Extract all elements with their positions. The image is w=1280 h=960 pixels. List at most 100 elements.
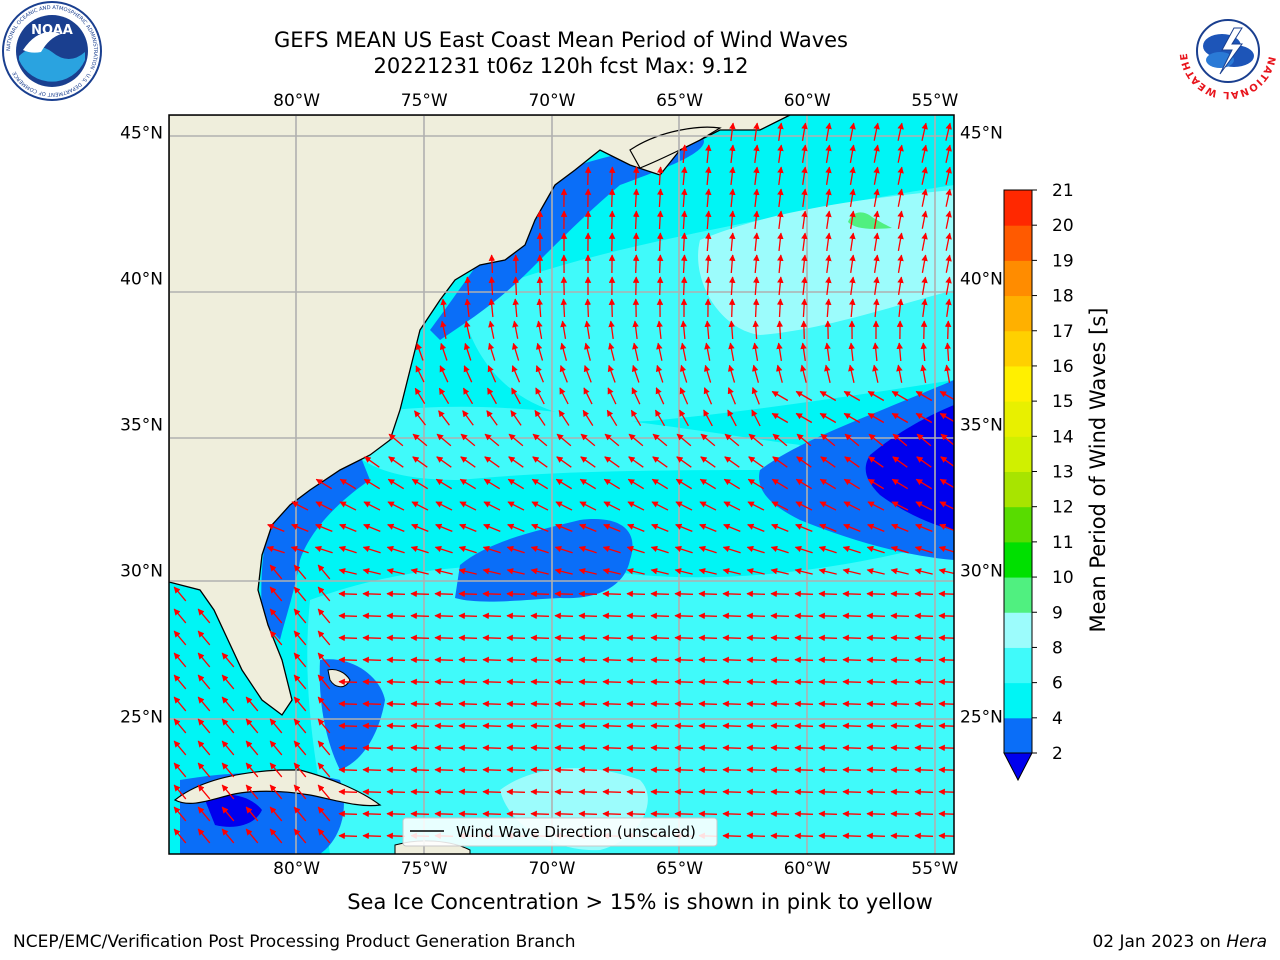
wind-wave-arrow bbox=[626, 810, 646, 818]
wind-wave-arrow bbox=[554, 590, 574, 598]
wind-wave-arrow bbox=[746, 766, 766, 774]
wind-wave-arrow bbox=[867, 412, 885, 424]
wind-wave-arrow bbox=[700, 433, 716, 447]
wind-wave-arrow bbox=[291, 523, 309, 533]
wind-wave-arrow bbox=[921, 210, 928, 229]
wind-wave-arrow bbox=[728, 276, 736, 296]
wind-wave-arrow bbox=[386, 810, 406, 818]
wind-wave-arrow bbox=[681, 166, 688, 186]
wind-wave-arrow bbox=[753, 232, 760, 252]
wind-wave-arrow bbox=[728, 342, 735, 362]
wind-wave-arrow bbox=[410, 700, 430, 708]
wind-wave-arrow bbox=[849, 254, 856, 273]
wind-wave-arrow bbox=[604, 456, 620, 468]
ocean-region-under-2s bbox=[205, 794, 262, 827]
wind-wave-arrow bbox=[746, 700, 766, 708]
colorbar-segment bbox=[1004, 612, 1032, 648]
wind-wave-arrow bbox=[604, 433, 620, 447]
wind-wave-arrow bbox=[722, 612, 742, 620]
wind-wave-arrow bbox=[530, 612, 550, 620]
colorbar-segment bbox=[1004, 295, 1032, 332]
wind-wave-arrow bbox=[293, 740, 307, 756]
wind-wave-arrow bbox=[772, 433, 788, 447]
wind-wave-arrow bbox=[560, 342, 568, 361]
wind-wave-arrow bbox=[602, 590, 622, 598]
wind-wave-arrow bbox=[582, 409, 594, 426]
wind-wave-arrow bbox=[293, 608, 307, 624]
wind-wave-arrow bbox=[434, 788, 454, 796]
wind-wave-arrow bbox=[776, 298, 784, 318]
wind-wave-arrow bbox=[269, 608, 283, 624]
wind-wave-arrow bbox=[531, 478, 549, 490]
wind-wave-arrow bbox=[506, 656, 526, 664]
wind-wave-arrow bbox=[752, 298, 760, 318]
wind-wave-arrow bbox=[386, 678, 406, 686]
wind-wave-arrow bbox=[945, 232, 952, 251]
wind-wave-arrow bbox=[632, 320, 639, 339]
noaa-logo: NATIONAL OCEANIC AND ATMOSPHERIC ADMINIS… bbox=[2, 1, 102, 101]
wind-wave-arrow bbox=[825, 188, 832, 208]
wind-wave-arrow bbox=[506, 700, 526, 708]
wind-wave-arrow bbox=[458, 678, 478, 686]
wind-wave-arrow bbox=[530, 788, 550, 796]
wind-wave-arrow bbox=[818, 568, 837, 575]
wind-wave-arrow bbox=[507, 478, 525, 490]
wind-wave-arrow bbox=[410, 590, 430, 598]
wind-wave-arrow bbox=[173, 674, 187, 690]
wind-wave-arrow bbox=[656, 166, 664, 186]
wind-wave-arrow bbox=[770, 788, 790, 796]
wind-wave-arrow bbox=[458, 810, 478, 818]
wind-wave-arrow bbox=[583, 387, 593, 405]
ocean-region-2-4s bbox=[430, 135, 704, 340]
colorbar-tick-label: 4 bbox=[1052, 709, 1063, 729]
ocean-region-2-4s bbox=[319, 659, 385, 770]
wind-wave-arrow bbox=[842, 700, 862, 708]
wind-wave-arrow bbox=[173, 652, 187, 668]
wind-wave-arrow bbox=[866, 722, 886, 730]
wind-wave-arrow bbox=[825, 210, 832, 229]
wind-wave-arrow bbox=[293, 674, 307, 690]
wind-wave-arrow bbox=[388, 433, 404, 447]
wind-wave-arrow bbox=[890, 545, 909, 554]
wind-wave-arrow bbox=[317, 696, 331, 712]
wind-wave-arrow bbox=[462, 410, 474, 426]
wind-wave-arrow bbox=[945, 298, 952, 317]
wind-wave-arrow bbox=[801, 232, 808, 251]
wind-wave-arrow bbox=[536, 342, 544, 361]
wind-wave-arrow bbox=[607, 387, 617, 405]
wind-wave-arrow bbox=[362, 612, 382, 620]
wind-wave-arrow bbox=[938, 700, 954, 708]
wind-wave-arrow bbox=[915, 478, 933, 490]
wind-wave-arrow bbox=[555, 478, 573, 490]
wind-wave-arrow bbox=[338, 788, 358, 796]
wind-wave-arrow bbox=[386, 545, 405, 554]
wind-wave-arrow bbox=[317, 784, 331, 800]
wind-wave-arrow bbox=[650, 788, 670, 796]
wind-wave-arrow bbox=[362, 545, 381, 554]
wind-wave-arrow bbox=[914, 568, 933, 575]
wind-wave-arrow bbox=[458, 590, 478, 598]
wind-wave-arrow bbox=[440, 320, 447, 339]
wind-wave-arrow bbox=[435, 478, 453, 490]
wind-wave-arrow bbox=[506, 722, 526, 730]
wind-wave-arrow bbox=[944, 320, 952, 340]
wind-wave-arrow bbox=[818, 545, 837, 554]
wind-wave-arrow bbox=[940, 433, 954, 446]
wind-wave-arrow bbox=[698, 545, 717, 554]
wind-wave-arrow bbox=[674, 568, 693, 575]
wind-wave-arrow bbox=[794, 700, 814, 708]
wind-wave-arrow bbox=[584, 166, 592, 186]
wind-wave-arrow bbox=[530, 766, 550, 774]
wind-wave-arrow bbox=[650, 744, 670, 752]
wind-wave-arrow bbox=[317, 718, 331, 734]
wind-wave-arrow bbox=[723, 523, 741, 533]
wind-wave-arrow bbox=[317, 630, 331, 646]
wind-wave-arrow bbox=[293, 828, 307, 844]
wind-wave-arrow bbox=[747, 523, 765, 533]
colorbar-tick-label: 10 bbox=[1052, 568, 1074, 588]
wind-wave-arrow bbox=[848, 364, 855, 383]
wind-wave-arrow bbox=[818, 810, 838, 818]
wind-wave-arrow bbox=[483, 501, 501, 511]
wind-wave-arrow bbox=[436, 456, 452, 468]
wind-wave-arrow bbox=[777, 166, 784, 185]
